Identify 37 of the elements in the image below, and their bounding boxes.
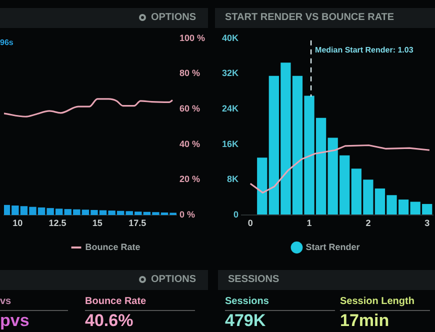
x-tick-label: 3 bbox=[424, 218, 430, 228]
y-tick-label: 8K bbox=[226, 174, 239, 184]
x-tick-label: 2 bbox=[366, 218, 371, 228]
y-tick-label: 16K bbox=[222, 138, 240, 149]
y-tick-label: 32K bbox=[222, 68, 240, 78]
text: OPTIONS bbox=[150, 274, 196, 285]
text: 17min bbox=[340, 311, 390, 330]
ref-line-label: Median Start Render: 1.03 bbox=[315, 46, 414, 55]
text: 40.6% bbox=[85, 311, 134, 330]
x-tick-label: 15 bbox=[92, 218, 102, 228]
y-tick-label: 24K bbox=[222, 104, 240, 114]
x-tick-label: 1 bbox=[306, 218, 312, 228]
text: vs bbox=[0, 296, 12, 307]
annotation: 96s bbox=[0, 38, 14, 47]
text: OPTIONS bbox=[150, 12, 196, 23]
text: Bounce Rate bbox=[85, 296, 146, 307]
text: Sessions bbox=[225, 296, 269, 307]
x-tick-label: 17.5 bbox=[128, 218, 146, 228]
y-tick-label: 80 % bbox=[179, 68, 200, 78]
y-tick-label: 100 % bbox=[179, 32, 206, 43]
legend-label: Start Render bbox=[306, 242, 360, 252]
x-tick-label: 10 bbox=[12, 218, 23, 228]
chart-title: START RENDER VS BOUNCE RATE bbox=[215, 8, 435, 28]
y-tick-label: 40K bbox=[222, 32, 240, 43]
text: 479K bbox=[225, 311, 266, 330]
x-tick-label: 12.5 bbox=[48, 218, 66, 228]
y-tick-label: 40 % bbox=[179, 138, 200, 149]
legend-label: Bounce Rate bbox=[85, 242, 140, 252]
text: SESSIONS bbox=[228, 274, 280, 285]
text: pvs bbox=[0, 311, 30, 330]
y-tick-label: 20 % bbox=[179, 174, 200, 184]
x-tick-label: 0 bbox=[248, 218, 253, 228]
line-series bbox=[4, 98, 174, 118]
text: Session Length bbox=[340, 296, 414, 307]
y-tick-label: 0 bbox=[233, 209, 239, 220]
y-tick-label: 0 % bbox=[179, 209, 195, 220]
y-tick-label: 60 % bbox=[179, 104, 200, 114]
